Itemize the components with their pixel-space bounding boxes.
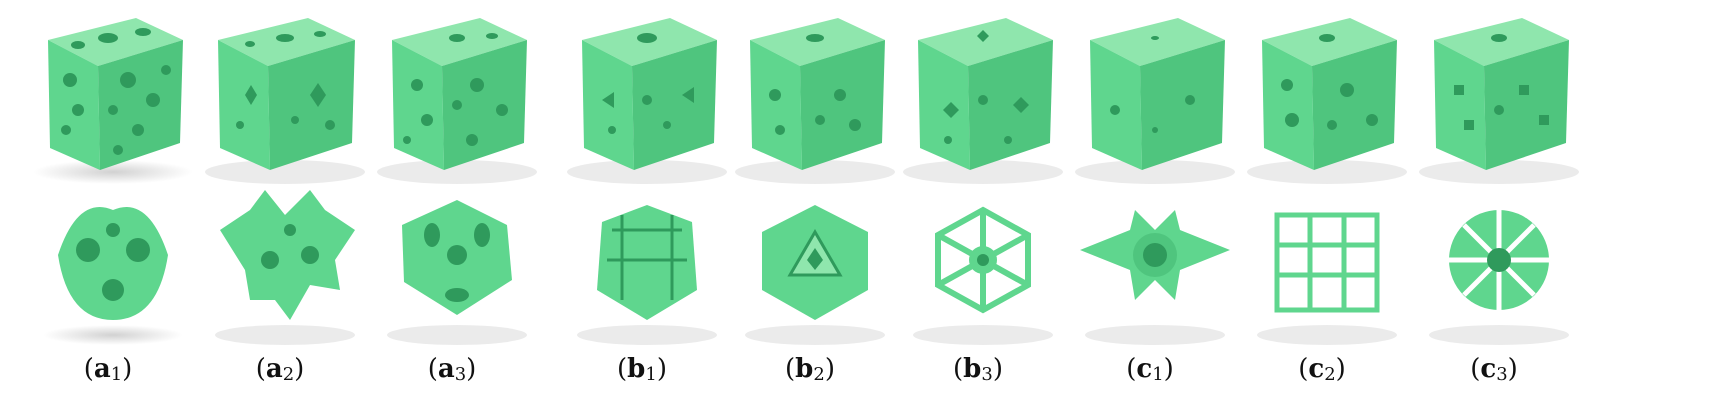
panel-label-a1: (a1) <box>83 354 133 385</box>
cube-a2-image <box>205 18 365 345</box>
panel-c2: (c2) <box>1232 0 1412 406</box>
panel-a2: (a2) <box>190 0 370 406</box>
panel-label-b1: (b1) <box>617 354 667 385</box>
panel-a1: (a1) <box>18 0 198 406</box>
panel-label-b2: (b2) <box>785 354 835 385</box>
cube-b1-image <box>567 18 727 345</box>
panel-label-c3: (c3) <box>1470 354 1518 385</box>
panel-b3: (b3) <box>888 0 1068 406</box>
cube-c2-image <box>1247 18 1407 345</box>
cube-a3-image <box>377 18 537 345</box>
panel-label-a3: (a3) <box>427 354 477 385</box>
panel-c1: (c1) <box>1060 0 1240 406</box>
panel-label-b3: (b3) <box>953 354 1003 385</box>
cube-c3-image <box>1419 18 1579 345</box>
cube-b2-image <box>735 18 895 345</box>
cube-b3-image <box>903 18 1063 345</box>
panel-label-c2: (c2) <box>1298 354 1346 385</box>
panel-label-c1: (c1) <box>1126 354 1174 385</box>
cube-c1-image <box>1075 18 1235 345</box>
panel-label-a2: (a2) <box>255 354 305 385</box>
panel-b1: (b1) <box>552 0 732 406</box>
cube-a1-image <box>33 18 193 345</box>
panel-c3: (c3) <box>1404 0 1584 406</box>
panel-b2: (b2) <box>720 0 900 406</box>
panel-a3: (a3) <box>362 0 542 406</box>
